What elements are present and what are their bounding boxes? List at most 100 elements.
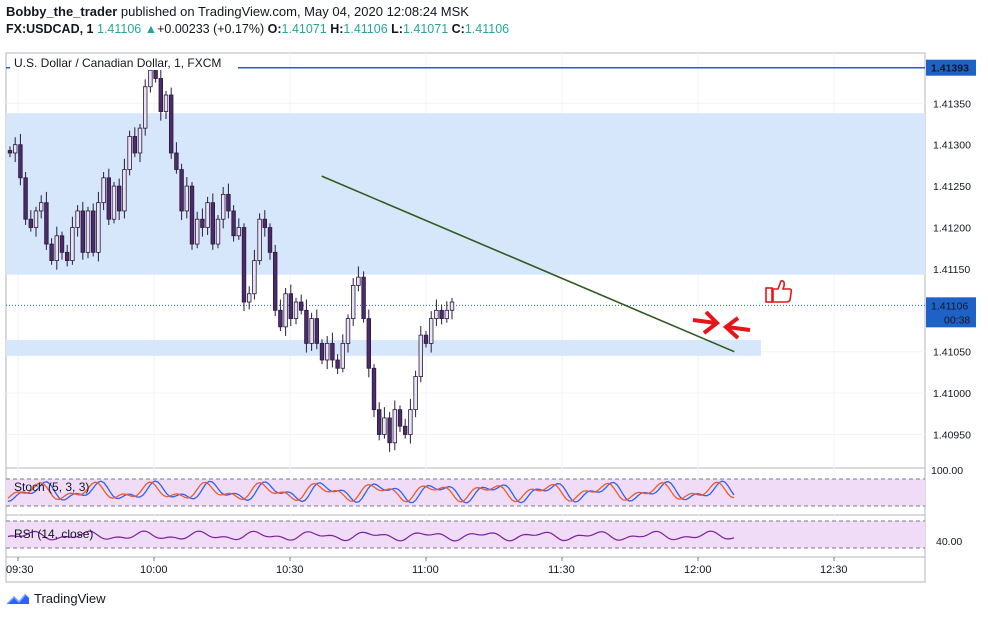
candle-body [80, 210, 85, 253]
support-resistance-zones [6, 113, 925, 356]
arrow-left-icon [722, 316, 751, 340]
annotations [692, 280, 793, 340]
last-price: 1.41106 [97, 22, 142, 36]
candle-body [366, 318, 371, 369]
candle-body [444, 309, 449, 319]
stoch-panel[interactable] [6, 478, 925, 507]
candle-body [345, 318, 351, 344]
candle-body [65, 251, 70, 262]
low-label: L: [391, 22, 403, 36]
candle-body [23, 177, 28, 220]
trendline[interactable] [321, 175, 735, 353]
time-axis[interactable]: 09:30 10:00 10:30 11:00 11:30 12:00 12:30 [6, 557, 848, 576]
change-value: +0.00233 (+0.17%) [157, 22, 265, 36]
arrow-right-icon [692, 310, 721, 335]
candle-body [153, 69, 158, 79]
candle-body [205, 202, 210, 228]
candle-body [12, 144, 18, 154]
candle-body [434, 309, 439, 319]
candle-body [340, 343, 345, 369]
candle-body [288, 293, 293, 319]
candle-body [413, 376, 418, 411]
close-label: C: [451, 22, 465, 36]
stoch-title[interactable]: Stoch (5, 3, 3) [14, 480, 89, 494]
candle-body [194, 218, 200, 245]
price-tick-label: 1.41350 [933, 98, 971, 110]
candle-body [137, 127, 143, 154]
candle-body [174, 152, 179, 170]
rsi-axis-label: 40.00 [936, 536, 962, 548]
candle-body [70, 227, 75, 262]
candle-body [262, 218, 267, 228]
price-tick-label: 1.40950 [933, 430, 971, 442]
rsi-panel[interactable] [6, 520, 925, 549]
candle-body [408, 409, 413, 435]
resistance-zone [6, 113, 925, 275]
symbol-line: FX:USDCAD, 1 1.41106 ▲+0.00233 (+0.17%) … [6, 22, 509, 36]
candle-body [106, 177, 111, 220]
candle-body [387, 417, 392, 444]
symbol-label[interactable]: FX:USDCAD, 1 [6, 22, 94, 36]
change-arrow-icon: ▲ [144, 22, 158, 36]
top-level-badge [926, 59, 976, 76]
price-axis[interactable]: 1.41350 1.41300 1.41250 1.41200 1.41150 1.410… [926, 59, 976, 442]
candle-body [324, 343, 330, 361]
chart-title-bg [10, 55, 238, 70]
candle-body [96, 202, 101, 253]
candle-body [283, 293, 288, 328]
candle-body [335, 359, 340, 369]
time-tick-label: 11:30 [548, 564, 575, 576]
publish-info: published on TradingView.com, May 04, 20… [117, 4, 469, 19]
candle-body [142, 86, 148, 129]
candle-body [402, 425, 408, 435]
candle-body [127, 136, 132, 170]
candle-body [91, 210, 96, 253]
candle-body [184, 185, 189, 212]
candle-body [75, 210, 80, 228]
support-zone [6, 340, 761, 356]
rsi-line [7, 530, 735, 542]
time-tick-label: 12:00 [684, 564, 712, 576]
candle-body [361, 276, 366, 319]
descending-trendline[interactable] [321, 175, 735, 353]
open-label: O: [267, 22, 282, 36]
candle-body [298, 301, 304, 311]
candle-body [314, 318, 319, 344]
rsi-title[interactable]: RSI (14, close) [14, 527, 93, 541]
candle-body [356, 276, 361, 286]
candle-body [18, 144, 23, 179]
chart-title: U.S. Dollar / Canadian Dollar, 1, FXCM [14, 56, 221, 70]
candle-body [189, 185, 195, 245]
publish-line: Bobby_the_trader published on TradingVie… [6, 4, 469, 19]
stoch-axis-label: 100.00 [931, 465, 963, 477]
candle-body [28, 218, 33, 228]
tradingview-logo-icon [6, 593, 29, 605]
candle-body [304, 309, 309, 344]
countdown-label: 00:38 [944, 314, 970, 326]
high-label: H: [330, 22, 344, 36]
close-value: 1.41106 [464, 22, 510, 36]
current-price-badge-label: 1.41106 [931, 300, 968, 312]
candle-body [449, 301, 455, 311]
candle-body [278, 309, 283, 328]
top-level-badge-label: 1.41393 [931, 63, 969, 75]
candle-body [179, 169, 184, 212]
candle-body [101, 177, 106, 204]
candle-body [392, 409, 397, 444]
candle-body [330, 343, 335, 361]
candle-body [439, 309, 444, 319]
footer-brand[interactable]: TradingView [6, 591, 106, 606]
author-name[interactable]: Bobby_the_trader [6, 4, 118, 19]
candle-body [246, 293, 252, 303]
open-value: 1.41071 [281, 22, 327, 36]
candle-body [319, 343, 325, 361]
candle-body [44, 202, 49, 245]
candle-body [267, 227, 273, 253]
candle-body [59, 235, 65, 253]
candle-body [210, 202, 215, 245]
price-tick-label: 1.41000 [933, 388, 971, 400]
candle-body [122, 169, 127, 212]
current-price-badge [926, 297, 976, 328]
price-tick-label: 1.41250 [933, 181, 971, 193]
